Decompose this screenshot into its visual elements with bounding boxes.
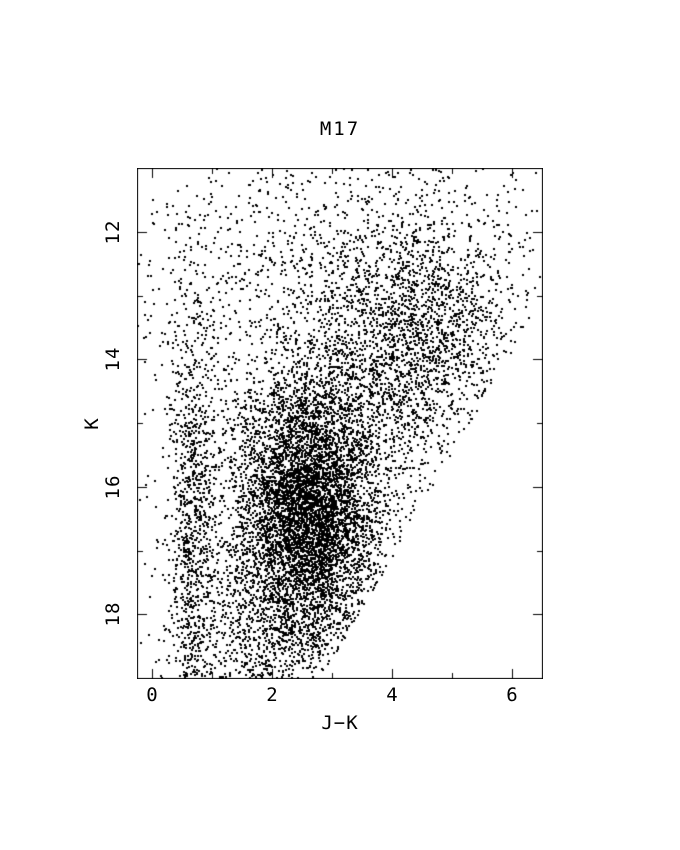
x-tick-label: 4 [386,684,398,706]
y-tick-label: 16 [102,474,124,500]
y-axis-label: K [81,418,103,430]
scatter-plot-canvas [137,168,543,679]
y-tick-label: 18 [102,601,124,627]
x-axis-label: J−K [321,712,359,734]
y-tick-label: 14 [102,346,124,372]
x-tick-label: 2 [266,684,278,706]
x-tick-label: 6 [506,684,518,706]
y-tick-label: 12 [102,219,124,245]
chart-title: M17 [319,118,361,140]
x-tick-label: 0 [146,684,158,706]
